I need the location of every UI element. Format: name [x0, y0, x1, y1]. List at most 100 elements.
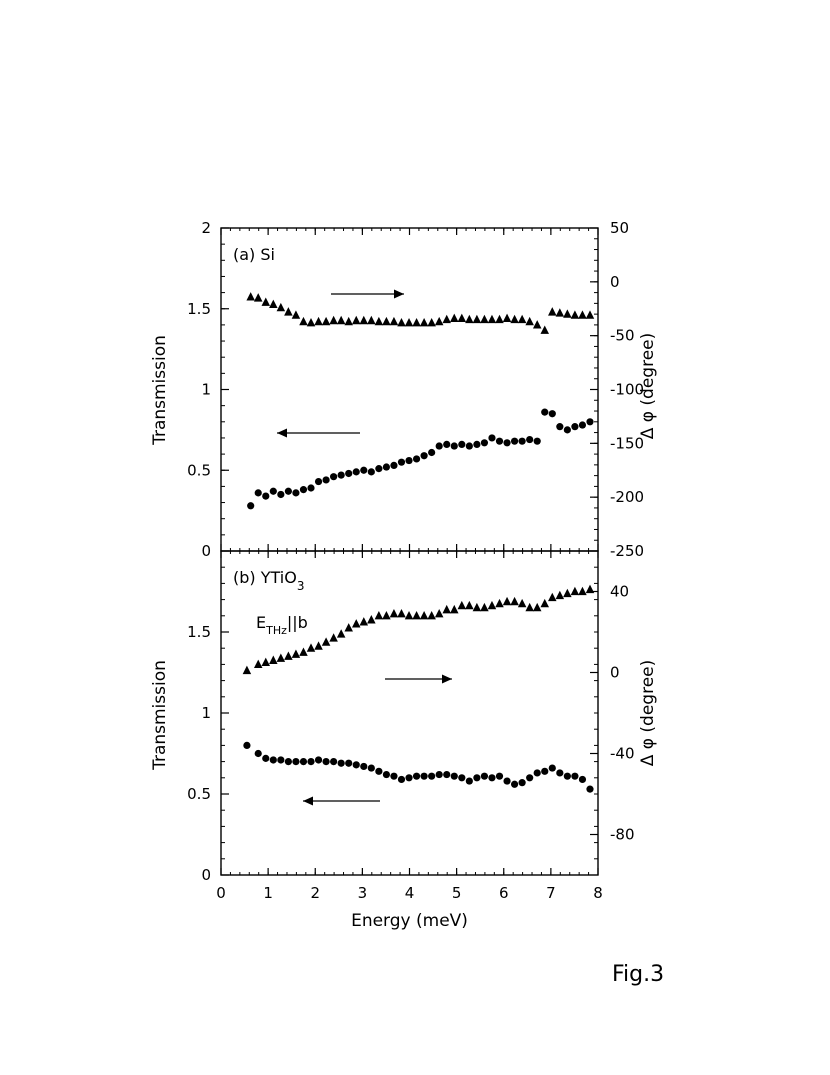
data-point-circle — [330, 473, 338, 481]
left-tick-label: 0 — [201, 866, 211, 884]
data-point-triangle — [321, 637, 331, 646]
data-point-triangle — [397, 608, 406, 618]
data-point-circle — [443, 770, 451, 779]
data-point-circle — [262, 492, 270, 500]
panel-a-label: (a) Si — [233, 245, 275, 264]
data-point-triangle — [419, 611, 429, 620]
right-tick-label: 0 — [610, 273, 620, 291]
data-point-circle — [443, 440, 451, 449]
data-point-triangle — [397, 317, 406, 327]
data-point-circle — [473, 774, 481, 782]
data-point-triangle — [525, 602, 534, 612]
data-point-triangle — [540, 325, 549, 334]
data-point-circle — [510, 780, 519, 788]
data-point-circle — [586, 418, 594, 426]
right-tick-label: -80 — [610, 826, 635, 844]
data-point-triangle — [487, 600, 497, 610]
data-point-triangle — [555, 308, 565, 317]
data-point-triangle — [367, 315, 376, 325]
data-point-circle — [412, 772, 421, 780]
data-point-triangle — [367, 615, 376, 624]
panel-b-left-axis-label: Transmission — [150, 660, 170, 771]
data-point-triangle — [465, 314, 474, 324]
data-point-circle — [284, 758, 292, 766]
left-tick-label: 1 — [201, 704, 211, 722]
data-point-triangle — [472, 602, 482, 612]
data-point-triangle — [269, 299, 278, 309]
data-point-circle — [548, 764, 556, 772]
panel-b-arrows — [303, 674, 452, 806]
data-point-circle — [548, 410, 556, 418]
data-point-triangle — [374, 611, 384, 620]
data-point-circle — [578, 421, 587, 429]
data-point-triangle — [434, 608, 444, 618]
panel-b-right-axis-label: Δ φ (degree) — [638, 660, 658, 767]
data-point-triangle — [570, 586, 580, 596]
data-point-circle — [556, 769, 564, 777]
data-point-triangle — [578, 310, 587, 319]
data-point-triangle — [450, 313, 459, 323]
data-point-triangle — [442, 604, 451, 614]
data-point-circle — [586, 785, 594, 793]
data-point-triangle — [585, 584, 595, 594]
data-point-circle — [473, 440, 481, 449]
data-point-triangle — [548, 307, 557, 316]
panel-a-points — [246, 292, 595, 510]
data-point-triangle — [465, 600, 474, 610]
data-point-triangle — [382, 611, 391, 620]
data-point-circle — [480, 439, 489, 447]
data-point-triangle — [480, 314, 489, 324]
data-point-triangle — [389, 316, 399, 326]
arrow-head — [303, 796, 313, 806]
data-point-circle — [458, 774, 466, 782]
data-point-circle — [518, 437, 526, 445]
data-point-triangle — [261, 297, 271, 306]
panel-b-label-subscript: 3 — [297, 579, 305, 593]
right-tick-label: -50 — [610, 327, 635, 345]
panel-a-left-axis-label: Transmission — [150, 335, 170, 446]
data-point-triangle — [344, 623, 353, 632]
data-point-circle — [277, 490, 285, 499]
data-point-circle — [345, 469, 353, 478]
data-point-circle — [435, 770, 443, 779]
data-point-circle — [390, 772, 398, 780]
data-point-circle — [292, 489, 300, 497]
data-point-circle — [307, 484, 315, 492]
data-point-circle — [299, 758, 308, 766]
data-point-circle — [503, 777, 511, 785]
data-point-circle — [375, 465, 383, 473]
data-point-triangle — [306, 317, 316, 327]
panel-b: (b) YTiO3 ETHz||b 0 0.5 1 1.5 -80 -40 0 40 — [187, 550, 635, 884]
data-point-circle — [480, 772, 489, 780]
data-point-triangle — [472, 314, 482, 324]
data-point-circle — [563, 426, 571, 434]
data-point-circle — [397, 458, 406, 466]
right-tick-label: -150 — [610, 434, 644, 452]
x-tick-label: 3 — [358, 884, 368, 902]
data-point-triangle — [442, 314, 451, 324]
data-point-circle — [571, 423, 579, 431]
data-point-circle — [526, 774, 534, 782]
data-point-circle — [243, 741, 251, 750]
data-point-circle — [488, 774, 496, 782]
data-point-circle — [345, 759, 353, 767]
data-point-circle — [254, 489, 262, 497]
data-point-circle — [382, 770, 391, 779]
data-point-triangle — [329, 315, 338, 325]
data-point-circle — [330, 758, 338, 766]
data-point-circle — [337, 759, 345, 767]
data-point-triangle — [517, 314, 527, 324]
data-point-triangle — [404, 317, 414, 327]
data-point-triangle — [517, 598, 527, 608]
arrow-head — [394, 289, 404, 299]
data-point-circle — [360, 466, 368, 474]
data-point-circle — [352, 761, 360, 769]
data-point-triangle — [261, 657, 271, 666]
data-point-triangle — [495, 314, 504, 324]
data-point-triangle — [329, 633, 338, 642]
data-point-triangle — [548, 592, 557, 602]
data-point-circle — [503, 439, 511, 447]
data-point-triangle — [321, 316, 331, 326]
figure-caption: Fig.3 — [612, 962, 665, 987]
data-point-circle — [465, 777, 473, 785]
